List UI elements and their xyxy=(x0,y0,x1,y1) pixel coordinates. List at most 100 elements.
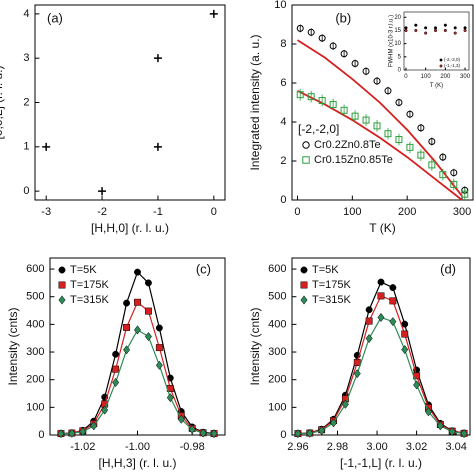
marker xyxy=(188,424,196,435)
y-tick-label: 3 xyxy=(23,52,29,64)
plot-frame xyxy=(291,257,471,436)
legend-label: T=175K xyxy=(70,279,109,291)
marker xyxy=(98,187,107,196)
legend-symbol xyxy=(300,295,308,305)
marker xyxy=(395,99,403,106)
marker xyxy=(424,26,428,30)
legend-label: T=5K xyxy=(312,264,339,276)
marker xyxy=(134,268,141,276)
legend-label: T=5K xyxy=(70,264,97,276)
legend-label: Cr0.2Zn0.8Te xyxy=(314,139,381,151)
marker xyxy=(428,161,436,169)
x-tick-label: 300 xyxy=(453,206,471,218)
y-tick-label: 15 xyxy=(394,28,401,34)
legend-symbol xyxy=(58,266,66,274)
marker xyxy=(144,331,152,342)
marker xyxy=(101,405,109,415)
panel-label: (a) xyxy=(47,10,63,25)
panel-label: (c) xyxy=(196,261,211,276)
marker xyxy=(377,312,385,323)
marker xyxy=(112,365,120,373)
x-tick-label: 3.00 xyxy=(366,441,387,453)
x-tick-label: 2.98 xyxy=(327,441,348,453)
marker xyxy=(373,77,381,85)
marker xyxy=(463,28,467,33)
marker xyxy=(460,429,468,439)
marker xyxy=(450,180,458,188)
marker xyxy=(389,284,397,292)
y-tick-label: 500 xyxy=(26,291,44,303)
legend-symbol xyxy=(300,281,308,289)
marker xyxy=(123,345,131,355)
marker xyxy=(68,428,76,438)
marker xyxy=(373,122,381,130)
marker xyxy=(417,124,425,132)
marker xyxy=(463,26,467,30)
marker xyxy=(443,23,447,27)
x-tick-label: 300 xyxy=(460,74,471,80)
legend-symbol xyxy=(58,295,66,305)
marker xyxy=(414,28,418,33)
y-tick-label: 20 xyxy=(394,15,401,21)
marker xyxy=(199,428,207,438)
y-tick-label: 1 xyxy=(23,141,29,153)
x-axis-label: [H,H,0] (r. l. u.) xyxy=(91,221,169,235)
panel-label: (b) xyxy=(335,10,351,25)
marker xyxy=(79,427,87,437)
legend-symbol xyxy=(439,64,443,68)
marker xyxy=(404,26,408,30)
marker xyxy=(153,54,162,63)
legend-symbol xyxy=(58,281,66,289)
marker xyxy=(450,169,458,177)
legend-symbol xyxy=(302,141,310,149)
marker xyxy=(155,360,163,370)
y-axis-label: Intensity (cnts) xyxy=(248,307,262,385)
marker xyxy=(439,171,447,179)
marker xyxy=(448,427,456,437)
fit-line xyxy=(297,89,463,201)
marker xyxy=(389,297,397,305)
marker xyxy=(443,28,447,33)
marker xyxy=(318,34,326,42)
legend-label: T=315K xyxy=(312,294,351,306)
marker xyxy=(210,429,218,439)
x-tick-label: -3 xyxy=(41,206,51,218)
marker xyxy=(90,421,98,431)
y-tick-label: 10 xyxy=(394,41,401,47)
marker xyxy=(401,344,409,355)
panel-label: (d) xyxy=(440,261,456,276)
legend-label: T=175K xyxy=(312,279,351,291)
marker xyxy=(329,100,337,108)
y-tick-label: 600 xyxy=(268,263,286,275)
legend-symbol xyxy=(300,266,308,274)
x-tick-label: 2.96 xyxy=(287,441,308,453)
marker xyxy=(123,323,131,331)
fit-line xyxy=(296,39,463,197)
x-axis-label: T (K) xyxy=(430,83,443,89)
legend-label: T=315K xyxy=(70,294,109,306)
x-axis-label: [H,H,3] (r. l. u.) xyxy=(98,456,176,470)
marker xyxy=(406,143,414,151)
x-tick-label: -1.00 xyxy=(125,441,150,453)
x-tick-label: 100 xyxy=(421,74,432,80)
x-tick-label: 3.04 xyxy=(445,441,466,453)
y-axis-label: [0,0,L] (r. l. u.) xyxy=(0,65,5,139)
x-axis-label: T (K) xyxy=(369,221,395,235)
marker xyxy=(428,138,436,145)
marker xyxy=(318,97,326,105)
marker xyxy=(377,278,385,286)
marker xyxy=(42,142,51,151)
marker xyxy=(406,110,414,118)
marker xyxy=(453,31,457,35)
y-tick-label: 300 xyxy=(268,346,286,358)
marker xyxy=(166,393,174,403)
y-tick-label: 2 xyxy=(280,155,286,167)
plot-frame xyxy=(34,4,226,201)
marker xyxy=(318,426,326,436)
marker xyxy=(424,407,432,417)
marker xyxy=(439,153,447,161)
marker xyxy=(307,28,315,36)
marker xyxy=(112,377,120,388)
legend-label: (-2,-2,0) xyxy=(444,57,461,62)
marker xyxy=(144,279,152,287)
